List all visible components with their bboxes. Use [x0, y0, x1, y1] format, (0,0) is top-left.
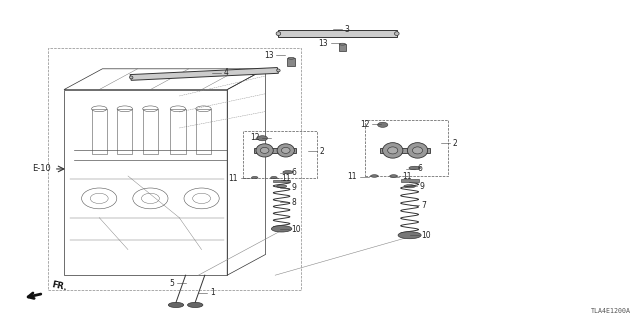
Ellipse shape [383, 143, 403, 158]
Ellipse shape [276, 32, 281, 36]
Ellipse shape [412, 147, 422, 154]
Ellipse shape [188, 302, 203, 308]
Bar [92, 109, 107, 154]
Text: 11: 11 [228, 174, 238, 183]
Text: TLA4E1200A: TLA4E1200A [590, 308, 630, 314]
Bar [48, 48, 301, 290]
Ellipse shape [256, 144, 273, 157]
Bar [401, 179, 419, 182]
Ellipse shape [409, 166, 420, 170]
Bar [130, 68, 278, 80]
Bar [196, 109, 211, 154]
Text: 12: 12 [250, 133, 260, 142]
Ellipse shape [390, 175, 397, 177]
Ellipse shape [398, 232, 421, 239]
Text: 9: 9 [291, 183, 296, 192]
Bar [143, 109, 158, 154]
Bar [273, 180, 290, 182]
Text: 3: 3 [344, 25, 349, 34]
Ellipse shape [283, 171, 293, 174]
Circle shape [378, 122, 388, 127]
Text: 9: 9 [419, 182, 424, 191]
Text: 8: 8 [291, 198, 296, 207]
Text: 12: 12 [360, 120, 370, 129]
Text: E-10: E-10 [33, 164, 51, 173]
Ellipse shape [404, 185, 415, 188]
Bar [278, 30, 397, 37]
Text: 10: 10 [291, 225, 301, 234]
Text: 4: 4 [224, 68, 229, 77]
Bar [287, 58, 295, 66]
Text: 2: 2 [452, 139, 457, 148]
Ellipse shape [282, 148, 290, 153]
Circle shape [257, 136, 268, 141]
Text: 13: 13 [264, 51, 274, 60]
Text: 6: 6 [291, 168, 296, 177]
Ellipse shape [277, 144, 294, 157]
Bar [254, 148, 296, 153]
Text: 5: 5 [169, 279, 174, 288]
Text: 11: 11 [402, 172, 412, 181]
Text: 6: 6 [418, 164, 423, 173]
Ellipse shape [276, 185, 287, 188]
Text: 11: 11 [348, 172, 357, 181]
Text: 13: 13 [319, 39, 328, 48]
Ellipse shape [371, 175, 378, 177]
Ellipse shape [288, 57, 294, 59]
Bar [243, 131, 317, 178]
Ellipse shape [252, 177, 258, 179]
Ellipse shape [276, 69, 280, 72]
Text: 1: 1 [210, 288, 214, 297]
Ellipse shape [388, 147, 398, 154]
Bar [380, 148, 430, 153]
Text: 2: 2 [320, 147, 324, 156]
Ellipse shape [271, 226, 292, 232]
Ellipse shape [168, 302, 184, 308]
Bar [170, 109, 186, 154]
Ellipse shape [408, 143, 428, 158]
Ellipse shape [394, 32, 399, 36]
Bar [117, 109, 132, 154]
Ellipse shape [129, 76, 133, 79]
Ellipse shape [339, 43, 346, 45]
Ellipse shape [271, 177, 277, 179]
Text: 7: 7 [421, 201, 426, 210]
Bar [339, 44, 346, 51]
Ellipse shape [260, 148, 269, 153]
Text: 10: 10 [421, 231, 431, 240]
Text: 11: 11 [282, 174, 291, 183]
Text: FR.: FR. [51, 280, 68, 292]
Bar [365, 120, 448, 176]
